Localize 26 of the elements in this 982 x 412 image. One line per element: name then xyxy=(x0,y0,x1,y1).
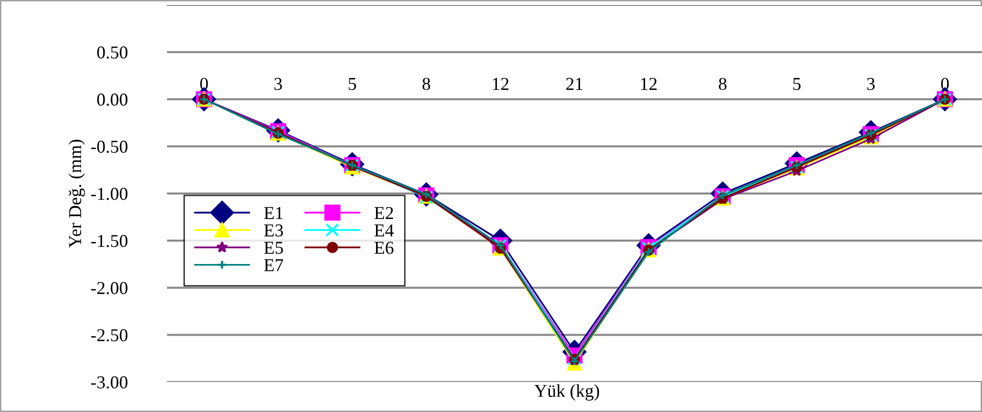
x-tick-label: 3 xyxy=(867,78,875,90)
x-axis-title: Yük (kg) xyxy=(534,384,600,401)
legend-label: E7 xyxy=(264,259,284,272)
legend-label: E5 xyxy=(264,242,283,254)
y-tick-label: -0.50 xyxy=(91,140,128,153)
x-tick-label: 5 xyxy=(793,78,801,90)
x-tick-label: 12 xyxy=(641,78,657,90)
legend-label: E2 xyxy=(374,206,394,219)
y-tick-label: -3.00 xyxy=(91,376,128,389)
legend-label: E6 xyxy=(374,242,394,254)
y-tick-label: -1.50 xyxy=(91,234,128,248)
y-tick-label: -2.50 xyxy=(91,329,128,342)
legend-label: E3 xyxy=(264,224,283,237)
legend-label: E1 xyxy=(264,207,283,219)
y-tick-label: -2.00 xyxy=(91,282,128,294)
x-tick-label: 3 xyxy=(274,78,282,90)
y-tick-label: 0.00 xyxy=(97,94,128,106)
y-tick-label: -1.00 xyxy=(91,188,128,200)
legend-label: E4 xyxy=(374,224,394,236)
y-axis-title: Yer Değ. (mm) xyxy=(68,140,85,248)
y-tick-label: 0.50 xyxy=(97,46,128,59)
x-tick-label: 8 xyxy=(718,78,727,90)
x-tick-label: 5 xyxy=(348,78,356,90)
x-tick-label: 8 xyxy=(422,78,430,90)
x-tick-label: 21 xyxy=(566,78,582,90)
x-tick-label: 12 xyxy=(492,78,508,90)
